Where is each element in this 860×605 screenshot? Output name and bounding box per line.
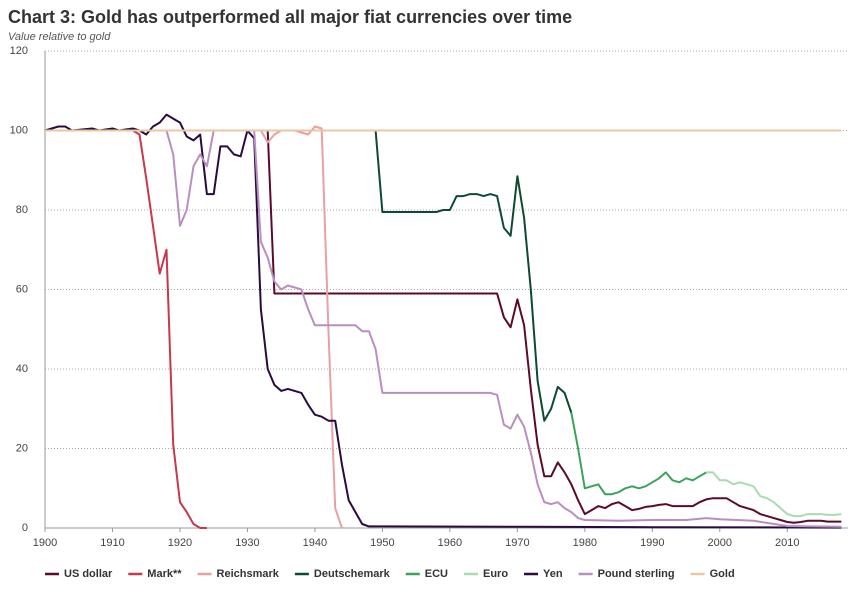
y-tick-label: 80 [16,204,28,216]
legend-label: Pound sterling [598,568,675,580]
x-tick-label: 1960 [438,537,462,549]
legend-label: Deutschemark [314,568,391,580]
chart-title: Chart 3: Gold has outperformed all major… [8,7,572,27]
series-line [706,471,842,518]
x-tick-label: 1930 [235,537,259,549]
legend-label: US dollar [64,568,113,580]
series-line [368,129,573,422]
series-line [44,113,842,529]
series-line [206,125,343,529]
series-line [570,412,707,496]
series-line [45,129,842,524]
x-tick-label: 1950 [370,537,394,549]
legend-label: Gold [710,568,735,580]
y-tick-label: 40 [16,363,28,375]
x-tick-label: 1910 [100,537,124,549]
legend-label: Mark** [147,568,182,580]
series-line [45,129,207,529]
x-tick-label: 1980 [573,537,597,549]
y-tick-label: 120 [10,45,28,57]
legend-label: Euro [483,568,508,580]
legend-label: Yen [543,568,563,580]
x-tick-label: 2000 [708,537,732,549]
x-tick-label: 1920 [168,537,192,549]
y-tick-label: 100 [10,124,28,136]
x-tick-label: 1900 [33,537,57,549]
x-tick-label: 1970 [505,537,529,549]
x-tick-label: 2010 [775,537,799,549]
series-line [45,129,842,528]
y-tick-label: 20 [16,442,28,454]
x-tick-label: 1990 [640,537,664,549]
chart-subtitle: Value relative to gold [8,31,111,43]
y-tick-label: 60 [16,283,28,295]
x-tick-label: 1940 [303,537,327,549]
legend-label: Reichsmark [217,568,280,580]
y-tick-label: 0 [22,522,28,534]
legend-label: ECU [425,568,448,580]
